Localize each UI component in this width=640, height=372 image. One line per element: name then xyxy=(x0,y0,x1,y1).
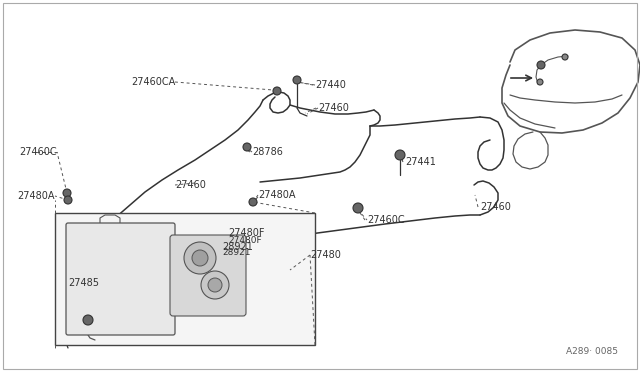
Circle shape xyxy=(192,250,208,266)
Text: 27485: 27485 xyxy=(68,278,99,288)
Circle shape xyxy=(64,196,72,204)
Circle shape xyxy=(63,189,71,197)
Text: 27460: 27460 xyxy=(318,103,349,113)
Circle shape xyxy=(184,242,216,274)
FancyBboxPatch shape xyxy=(66,223,175,335)
Circle shape xyxy=(353,203,363,213)
Text: 27460C: 27460C xyxy=(367,215,404,225)
Text: 27480: 27480 xyxy=(310,250,341,260)
Text: 27480F: 27480F xyxy=(228,228,264,238)
Text: 27441: 27441 xyxy=(405,157,436,167)
Text: 28921: 28921 xyxy=(222,242,253,252)
Text: 27480A: 27480A xyxy=(17,191,55,201)
Text: 27460: 27460 xyxy=(175,180,206,190)
Circle shape xyxy=(243,143,251,151)
Circle shape xyxy=(208,278,222,292)
Text: 27480F: 27480F xyxy=(228,236,262,245)
Circle shape xyxy=(395,150,405,160)
Circle shape xyxy=(273,87,281,95)
Circle shape xyxy=(201,271,229,299)
Text: 28921: 28921 xyxy=(222,248,250,257)
Text: 27460CA: 27460CA xyxy=(131,77,175,87)
Text: 27440: 27440 xyxy=(315,80,346,90)
Circle shape xyxy=(293,76,301,84)
Circle shape xyxy=(83,315,93,325)
Text: 27480A: 27480A xyxy=(258,190,296,200)
Circle shape xyxy=(537,61,545,69)
Bar xyxy=(55,213,315,345)
Circle shape xyxy=(562,54,568,60)
Circle shape xyxy=(249,198,257,206)
FancyBboxPatch shape xyxy=(170,235,246,316)
Text: 28786: 28786 xyxy=(252,147,283,157)
Text: A289· 0085: A289· 0085 xyxy=(566,347,618,356)
Circle shape xyxy=(537,79,543,85)
Text: 27460: 27460 xyxy=(480,202,511,212)
Text: 27460C: 27460C xyxy=(19,147,57,157)
